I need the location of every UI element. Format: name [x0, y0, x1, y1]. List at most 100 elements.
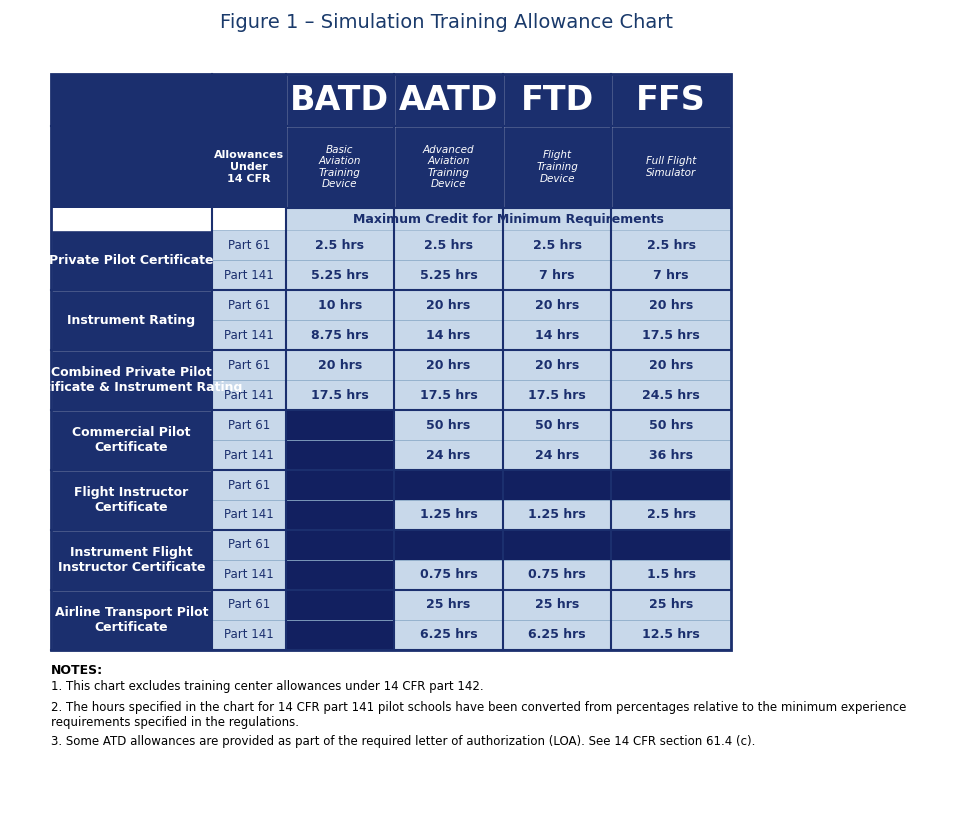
Text: 0.75 hrs: 0.75 hrs — [528, 569, 585, 581]
Bar — [610, 560, 731, 590]
Text: Maximum Credit for Minimum Requirements: Maximum Credit for Minimum Requirements — [353, 213, 663, 225]
Text: Part 61: Part 61 — [228, 419, 269, 431]
Text: Part 61: Part 61 — [228, 599, 269, 611]
Text: Commercial Pilot
Certificate: Commercial Pilot Certificate — [72, 426, 191, 454]
Bar — [502, 530, 610, 560]
Text: 2. The hours specified in the chart for 14 CFR part 141 pilot schools have been : 2. The hours specified in the chart for … — [50, 701, 905, 729]
Bar — [285, 470, 393, 500]
Bar — [50, 350, 211, 410]
Text: 1.25 hrs: 1.25 hrs — [420, 509, 477, 521]
Bar — [393, 320, 502, 350]
Text: BATD: BATD — [290, 83, 389, 117]
Text: 20 hrs: 20 hrs — [648, 299, 693, 312]
Bar — [211, 260, 285, 290]
Text: 7 hrs: 7 hrs — [539, 269, 575, 282]
Bar — [285, 208, 731, 230]
Text: 17.5 hrs: 17.5 hrs — [641, 329, 700, 341]
Text: Airline Transport Pilot
Certificate: Airline Transport Pilot Certificate — [54, 606, 208, 634]
Bar — [211, 290, 285, 320]
Bar — [610, 410, 731, 440]
Bar — [502, 350, 610, 380]
Text: 17.5 hrs: 17.5 hrs — [420, 389, 477, 401]
Bar — [610, 620, 731, 650]
Bar — [50, 470, 211, 530]
Bar — [50, 530, 211, 590]
Bar — [502, 230, 610, 260]
Text: 2.5 hrs: 2.5 hrs — [646, 239, 695, 252]
Bar — [50, 590, 211, 650]
Bar — [211, 530, 285, 560]
Bar — [211, 380, 285, 410]
Bar — [610, 230, 731, 260]
Text: 20 hrs: 20 hrs — [648, 359, 693, 371]
Text: 24 hrs: 24 hrs — [426, 449, 470, 461]
Bar — [502, 590, 610, 620]
Text: Advanced
Aviation
Training
Device: Advanced Aviation Training Device — [422, 144, 474, 189]
Bar — [285, 590, 393, 620]
Bar — [610, 380, 731, 410]
Bar — [393, 74, 502, 126]
Text: 0.75 hrs: 0.75 hrs — [420, 569, 477, 581]
Bar — [211, 500, 285, 530]
Text: 1.25 hrs: 1.25 hrs — [528, 509, 585, 521]
Bar — [285, 560, 393, 590]
Text: Part 141: Part 141 — [224, 329, 273, 341]
Text: Part 141: Part 141 — [224, 629, 273, 641]
Text: Part 61: Part 61 — [228, 239, 269, 252]
Text: 50 hrs: 50 hrs — [426, 419, 470, 431]
Text: Part 61: Part 61 — [228, 359, 269, 371]
Text: Part 61: Part 61 — [228, 539, 269, 551]
Bar — [211, 440, 285, 470]
Text: Instrument Flight
Instructor Certificate: Instrument Flight Instructor Certificate — [57, 546, 204, 574]
Bar — [393, 500, 502, 530]
Bar — [285, 350, 393, 380]
Text: 10 hrs: 10 hrs — [318, 299, 361, 312]
Bar — [502, 74, 610, 126]
Bar — [502, 410, 610, 440]
Text: 6.25 hrs: 6.25 hrs — [528, 629, 585, 641]
Text: 1.5 hrs: 1.5 hrs — [646, 569, 695, 581]
Bar — [50, 290, 211, 350]
Text: FTD: FTD — [520, 83, 593, 117]
Bar — [393, 350, 502, 380]
Bar — [285, 620, 393, 650]
Text: 24 hrs: 24 hrs — [534, 449, 578, 461]
Text: 14 hrs: 14 hrs — [426, 329, 470, 341]
Bar — [502, 560, 610, 590]
Text: 50 hrs: 50 hrs — [534, 419, 578, 431]
Bar — [610, 440, 731, 470]
Bar — [610, 470, 731, 500]
Text: Part 61: Part 61 — [228, 299, 269, 312]
Text: 20 hrs: 20 hrs — [426, 359, 470, 371]
Bar — [211, 410, 285, 440]
Bar — [502, 320, 610, 350]
Bar — [502, 380, 610, 410]
Text: Figure 1 – Simulation Training Allowance Chart: Figure 1 – Simulation Training Allowance… — [220, 13, 672, 32]
Text: 14 hrs: 14 hrs — [534, 329, 578, 341]
Text: Full Flight
Simulator: Full Flight Simulator — [645, 156, 696, 178]
Bar — [50, 74, 731, 650]
Text: 20 hrs: 20 hrs — [318, 359, 361, 371]
Text: 24.5 hrs: 24.5 hrs — [641, 389, 700, 401]
Text: NOTES:: NOTES: — [50, 664, 103, 677]
Bar — [393, 290, 502, 320]
Text: Part 141: Part 141 — [224, 389, 273, 401]
Bar — [502, 440, 610, 470]
Bar — [610, 530, 731, 560]
Bar — [285, 230, 393, 260]
Bar — [393, 530, 502, 560]
Text: 25 hrs: 25 hrs — [426, 599, 470, 611]
Bar — [285, 260, 393, 290]
Text: 17.5 hrs: 17.5 hrs — [311, 389, 368, 401]
Bar — [393, 560, 502, 590]
Bar — [211, 470, 285, 500]
Text: Allowances
Under
14 CFR: Allowances Under 14 CFR — [213, 150, 284, 183]
Bar — [502, 620, 610, 650]
Text: 5.25 hrs: 5.25 hrs — [420, 269, 477, 282]
Bar — [610, 126, 731, 208]
Bar — [285, 380, 393, 410]
Bar — [211, 320, 285, 350]
Bar — [393, 470, 502, 500]
Text: 12.5 hrs: 12.5 hrs — [641, 629, 700, 641]
Bar — [285, 74, 393, 126]
